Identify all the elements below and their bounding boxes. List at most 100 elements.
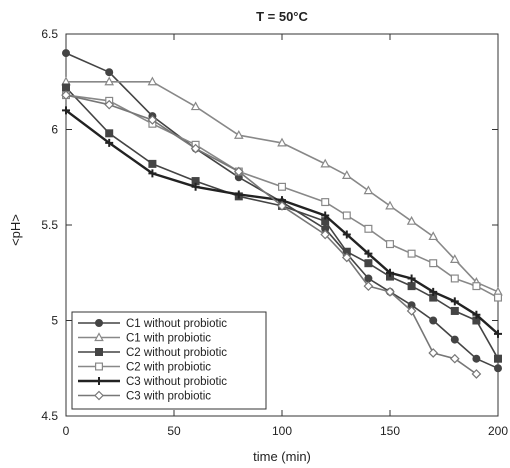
y-tick-label: 6	[51, 123, 58, 137]
data-point	[450, 274, 459, 283]
data-point	[472, 354, 481, 363]
data-point	[321, 211, 330, 220]
data-point	[191, 182, 200, 191]
data-point	[278, 182, 287, 191]
series-line	[65, 94, 477, 375]
data-point	[277, 201, 287, 211]
data-point	[429, 316, 438, 325]
data-point	[386, 268, 394, 277]
data-point	[320, 229, 331, 240]
y-tick-label: 4.5	[41, 409, 58, 423]
data-point	[342, 211, 351, 220]
data-point	[147, 115, 158, 125]
data-point	[190, 143, 201, 154]
data-point	[472, 310, 481, 319]
data-point	[429, 259, 438, 268]
legend-label: C3 with probiotic	[126, 391, 211, 403]
data-point	[407, 249, 416, 258]
data-point	[364, 224, 373, 233]
data-point	[385, 200, 395, 210]
data-point	[494, 329, 502, 338]
data-point	[94, 319, 103, 328]
data-point	[472, 282, 481, 291]
data-point	[94, 362, 103, 371]
x-tick-label: 150	[380, 424, 400, 438]
x-tick-label: 200	[488, 424, 508, 438]
data-point	[234, 190, 243, 199]
data-point	[428, 231, 439, 241]
data-point	[61, 90, 71, 100]
legend-entry: C1 with probiotic	[78, 332, 211, 345]
data-point	[342, 230, 351, 239]
data-point	[407, 274, 416, 283]
legend-box	[71, 311, 267, 410]
data-point	[105, 129, 114, 138]
data-point	[147, 76, 158, 86]
data-point	[385, 287, 395, 297]
data-point	[341, 252, 352, 263]
data-point	[94, 332, 104, 342]
legend-label: C1 with probiotic	[126, 333, 211, 345]
data-point	[277, 137, 287, 147]
data-point	[494, 293, 503, 302]
data-point	[363, 281, 374, 291]
data-point	[429, 287, 438, 296]
legend-label: C3 without probiotic	[126, 376, 227, 388]
data-point	[494, 354, 503, 363]
data-point	[233, 129, 244, 139]
data-point	[450, 306, 459, 315]
data-point	[471, 369, 482, 379]
data-point	[364, 274, 373, 283]
series-2	[61, 76, 503, 296]
data-point	[449, 353, 460, 364]
data-point	[61, 49, 70, 58]
x-tick-label: 0	[63, 424, 70, 438]
data-point	[386, 240, 395, 249]
data-point	[364, 249, 373, 258]
data-point	[494, 364, 503, 373]
data-point	[104, 76, 115, 86]
data-point	[104, 99, 115, 110]
legend-entry: C3 with probiotic	[78, 391, 211, 403]
data-point	[428, 348, 439, 358]
data-point	[148, 169, 157, 178]
x-tick-label: 50	[167, 424, 181, 438]
legend-label: C1 without probiotic	[126, 318, 227, 330]
data-point	[321, 198, 330, 207]
x-tick-label: 100	[272, 424, 292, 438]
y-axis-label: <pH>	[8, 214, 23, 246]
data-point	[62, 106, 70, 115]
data-point	[406, 215, 417, 225]
data-point	[61, 83, 70, 92]
data-point	[94, 390, 104, 401]
y-tick-label: 6.5	[41, 27, 58, 41]
legend-entry: C2 with probiotic	[78, 362, 211, 374]
data-point	[233, 166, 244, 177]
legend-entry: C1 without probiotic	[78, 318, 227, 330]
data-point	[105, 68, 114, 77]
data-point	[449, 254, 460, 263]
data-point	[450, 297, 459, 306]
legend-label: C2 without probiotic	[126, 347, 227, 359]
x-axis-label: time (min)	[253, 449, 311, 464]
data-point	[105, 138, 114, 147]
data-point	[341, 170, 352, 179]
data-point	[450, 335, 459, 344]
legend-entry: C2 without probiotic	[78, 347, 227, 359]
y-tick-label: 5	[51, 314, 58, 328]
data-point	[94, 348, 103, 357]
data-point	[320, 158, 331, 168]
legend-label: C2 with probiotic	[126, 362, 211, 374]
data-point	[406, 306, 417, 316]
legend: C1 without probiotic C1 with probiotic C2 …	[71, 311, 267, 410]
y-tick-label: 5.5	[41, 218, 58, 232]
series-5	[62, 106, 502, 338]
chart-title: T = 50°C	[256, 9, 308, 24]
data-point	[148, 159, 157, 168]
data-point	[95, 377, 103, 385]
data-point	[407, 282, 416, 291]
legend-entry: C3 without probiotic	[78, 376, 227, 388]
data-point	[363, 185, 374, 195]
plot-area: 0 50 100 150 200 4.5 5 5.5 6 6.5	[41, 27, 508, 438]
